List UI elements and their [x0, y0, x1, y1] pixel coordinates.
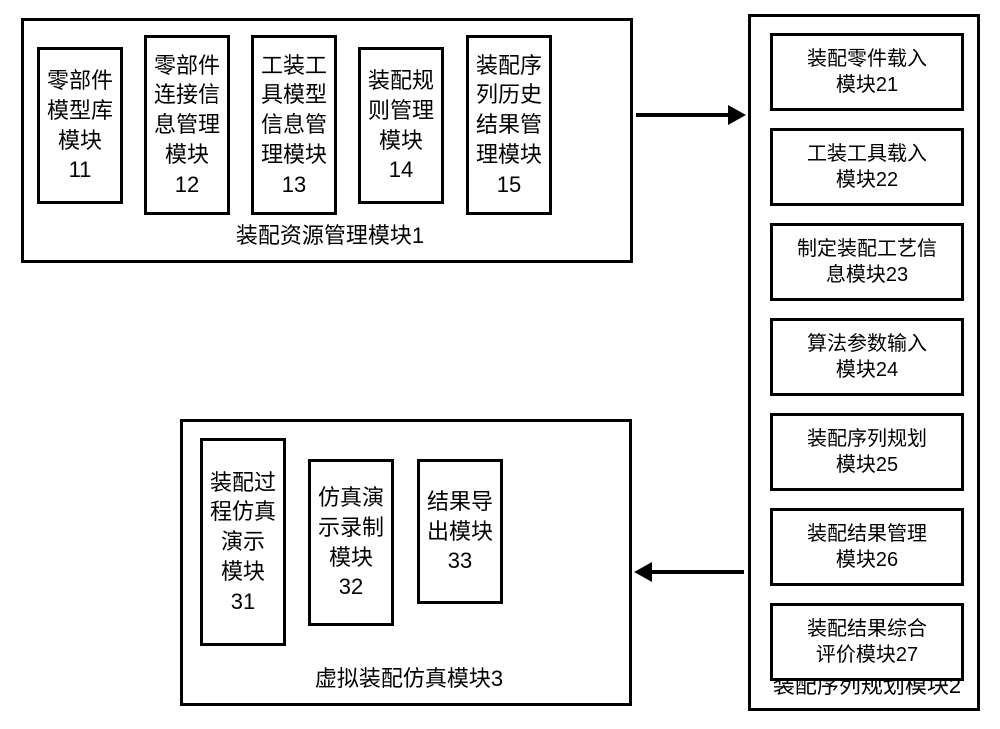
m21-l1: 装配零件载入: [807, 48, 927, 70]
m33-l2: 出模块: [427, 519, 493, 544]
module-13: 工装工 具模型 信息管 理模块 13: [251, 35, 337, 215]
m11-l1: 零部件: [47, 68, 113, 93]
module-14: 装配规 则管理 模块 14: [358, 47, 444, 204]
m14-l2: 则管理: [368, 98, 434, 123]
m25-l2: 模块25: [836, 454, 898, 476]
arrow-g2-to-g3-head-icon: [634, 562, 652, 582]
arrow-g1-to-g2: [636, 113, 728, 117]
group-resource-mgmt-caption: 装配资源管理模块1: [24, 218, 636, 250]
m23-l2: 息模块23: [826, 264, 908, 286]
m13-l3: 信息管: [261, 112, 327, 137]
m26-l2: 模块26: [836, 549, 898, 571]
m26-l1: 装配结果管理: [807, 523, 927, 545]
m31-l5: 31: [231, 589, 255, 614]
m15-l5: 15: [497, 172, 521, 197]
m12-l2: 连接信: [154, 82, 220, 107]
module-23: 制定装配工艺信 息模块23: [770, 223, 964, 301]
diagram-canvas: 装配资源管理模块1 零部件 模型库 模块 11 零部件 连接信 息管理 模块 1…: [0, 0, 1000, 729]
m13-l4: 理模块: [261, 142, 327, 167]
m14-l3: 模块: [379, 128, 423, 153]
m15-l3: 结果管: [476, 112, 542, 137]
m33-l1: 结果导: [427, 489, 493, 514]
m22-l2: 模块22: [836, 169, 898, 191]
group-sequence-planning: 装配序列规划模块2 装配零件载入 模块21 工装工具载入 模块22 制定装配工艺…: [748, 14, 980, 711]
m15-l4: 理模块: [476, 142, 542, 167]
m15-l2: 列历史: [476, 82, 542, 107]
m11-l3: 模块: [58, 128, 102, 153]
m33-l3: 33: [448, 548, 472, 573]
arrow-g1-to-g2-head-icon: [728, 105, 746, 125]
m15-l1: 装配序: [476, 53, 542, 78]
m11-l2: 模型库: [47, 98, 113, 123]
module-24: 算法参数输入 模块24: [770, 318, 964, 396]
module-26: 装配结果管理 模块26: [770, 508, 964, 586]
m11-l4: 11: [69, 157, 92, 182]
module-31: 装配过 程仿真 演示 模块 31: [200, 438, 286, 646]
m13-l1: 工装工: [261, 53, 327, 78]
m32-l2: 示录制: [318, 515, 384, 540]
m31-l4: 模块: [221, 559, 265, 584]
m31-l2: 程仿真: [210, 499, 276, 524]
module-22: 工装工具载入 模块22: [770, 128, 964, 206]
m32-l1: 仿真演: [318, 485, 384, 510]
module-15: 装配序 列历史 结果管 理模块 15: [466, 35, 552, 215]
m25-l1: 装配序列规划: [807, 428, 927, 450]
module-21: 装配零件载入 模块21: [770, 33, 964, 111]
m12-l4: 模块: [165, 142, 209, 167]
module-11: 零部件 模型库 模块 11: [37, 47, 123, 204]
module-32: 仿真演 示录制 模块 32: [308, 459, 394, 626]
m22-l1: 工装工具载入: [807, 143, 927, 165]
m21-l2: 模块21: [836, 74, 898, 96]
group-virtual-sim-caption: 虚拟装配仿真模块3: [183, 661, 635, 693]
m31-l3: 演示: [221, 529, 265, 554]
module-33: 结果导 出模块 33: [417, 459, 503, 604]
m13-l2: 具模型: [261, 82, 327, 107]
module-12: 零部件 连接信 息管理 模块 12: [144, 35, 230, 215]
m24-l1: 算法参数输入: [807, 333, 927, 355]
m24-l2: 模块24: [836, 359, 898, 381]
m27-l2: 评价模块27: [816, 644, 918, 666]
m12-l3: 息管理: [154, 112, 220, 137]
m32-l4: 32: [339, 574, 363, 599]
m14-l1: 装配规: [368, 68, 434, 93]
m27-l1: 装配结果综合: [807, 618, 927, 640]
module-25: 装配序列规划 模块25: [770, 413, 964, 491]
m32-l3: 模块: [329, 545, 373, 570]
m13-l5: 13: [282, 172, 306, 197]
module-27: 装配结果综合 评价模块27: [770, 603, 964, 681]
m12-l5: 12: [175, 172, 199, 197]
m23-l1: 制定装配工艺信: [797, 238, 937, 260]
m31-l1: 装配过: [210, 470, 276, 495]
m12-l1: 零部件: [154, 53, 220, 78]
m14-l4: 14: [389, 157, 413, 182]
arrow-g2-to-g3: [652, 570, 744, 574]
